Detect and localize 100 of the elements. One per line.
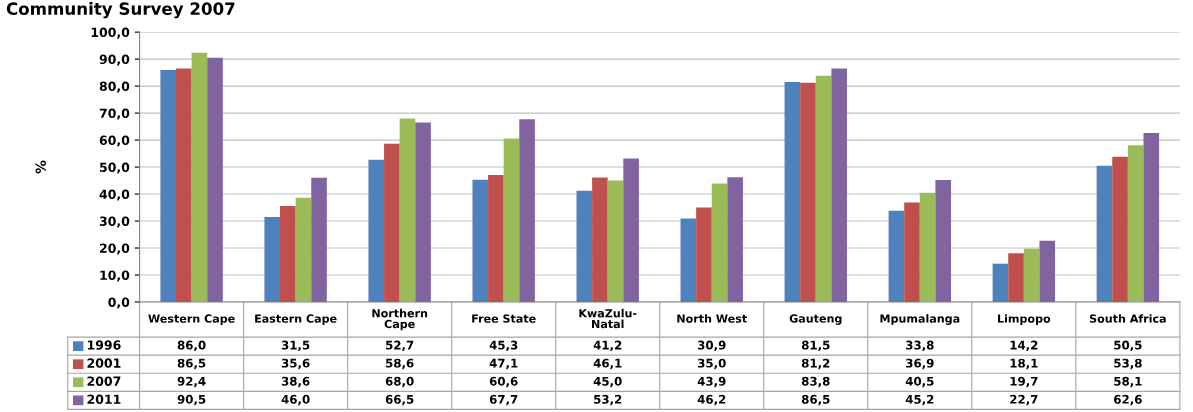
data-label: 45,2 [905, 394, 934, 406]
data-label: 38,6 [281, 376, 310, 388]
bar [696, 207, 712, 302]
data-label: 35,0 [697, 358, 726, 370]
data-label: 45,3 [489, 340, 518, 352]
bar [175, 68, 192, 302]
data-label: 22,7 [1010, 394, 1038, 406]
x-tick-label: North West [677, 314, 747, 323]
y-tick-label: 0,0 [108, 297, 130, 309]
bar [888, 210, 905, 302]
data-label: 81,2 [801, 358, 830, 370]
data-label: 30,9 [697, 340, 726, 352]
data-label: 35,6 [281, 358, 310, 370]
bar [919, 192, 936, 302]
data-label: 52,7 [386, 340, 414, 352]
data-label: 53,8 [1114, 358, 1142, 370]
bar [1127, 145, 1144, 302]
bar [207, 57, 223, 302]
data-label: 33,8 [906, 340, 934, 352]
chart-title: Community Survey 2007 [6, 2, 235, 19]
bar [592, 177, 608, 302]
data-label: 58,1 [1114, 376, 1142, 388]
data-label: 81,5 [801, 340, 830, 352]
data-label: 46,0 [281, 394, 310, 406]
data-label: 41,2 [593, 340, 622, 352]
bar [935, 180, 952, 302]
data-label: 14,2 [1010, 340, 1038, 352]
y-tick-label: 90,0 [99, 54, 130, 66]
y-tick-label: 50,0 [99, 162, 130, 174]
bar [311, 177, 327, 302]
bar [1143, 133, 1160, 302]
bar [415, 122, 431, 302]
data-label: 60,6 [489, 376, 518, 388]
y-axis-title: % [35, 160, 46, 174]
bar [1023, 248, 1040, 302]
bar [1039, 240, 1056, 302]
x-tick-label: Gauteng [789, 314, 842, 325]
bar [191, 52, 208, 302]
data-label: 31,5 [281, 340, 310, 352]
bar [904, 202, 920, 302]
data-label: 92,4 [177, 376, 206, 388]
y-tick-label: 100,0 [91, 27, 130, 39]
bar [472, 179, 489, 302]
data-label: 58,6 [386, 358, 414, 370]
x-tick-label: Western Cape [148, 314, 235, 325]
data-label: 45,0 [593, 376, 622, 388]
x-tick-label: Limpopo [998, 314, 1051, 325]
data-label: 19,7 [1010, 376, 1038, 388]
data-label: 50,5 [1114, 340, 1142, 352]
bar [295, 197, 312, 302]
data-label: 86,5 [801, 394, 830, 406]
bar [992, 263, 1009, 302]
bar [160, 69, 176, 302]
bar [623, 158, 639, 302]
y-tick-label: 70,0 [99, 108, 130, 120]
data-label: 53,2 [594, 394, 622, 406]
bar [368, 159, 385, 302]
bar [264, 216, 281, 302]
x-tick-label: KwaZulu-Natal [579, 308, 637, 329]
data-label: 62,6 [1114, 394, 1142, 406]
y-tick-label: 40,0 [99, 189, 130, 201]
data-label: 90,5 [177, 394, 206, 406]
bar [1008, 253, 1024, 302]
data-label: 86,5 [177, 358, 206, 370]
bar [784, 82, 801, 302]
legend-label: 2007 [87, 376, 121, 386]
bar [800, 82, 816, 302]
legend-label: 1996 [87, 340, 121, 350]
bar [399, 118, 416, 302]
data-label: 47,1 [489, 358, 518, 370]
bar [607, 180, 624, 302]
bar [576, 190, 593, 302]
bar [727, 177, 743, 302]
bar [815, 75, 832, 302]
x-tick-label: Free State [472, 314, 536, 323]
bar [488, 174, 504, 302]
bar [1096, 165, 1113, 302]
x-tick-label: South Africa [1089, 314, 1166, 323]
bar [519, 119, 535, 302]
data-label: 67,7 [489, 394, 518, 406]
y-tick-label: 20,0 [100, 243, 130, 255]
x-tick-label: Eastern Cape [255, 314, 337, 325]
bar [680, 218, 697, 302]
data-label: 36,9 [906, 358, 934, 370]
bar [711, 183, 728, 302]
data-label: 46,2 [697, 394, 726, 406]
data-label: 83,8 [801, 376, 830, 388]
legend-label: 2011 [87, 394, 121, 404]
x-tick-label: Northern Cape [372, 308, 428, 331]
data-label: 18,1 [1010, 358, 1038, 370]
data-label: 40,5 [905, 376, 934, 388]
y-tick-label: 60,0 [99, 135, 130, 147]
bar [503, 138, 520, 302]
y-tick-label: 80,0 [99, 81, 130, 93]
data-label: 46,1 [593, 358, 622, 370]
bar [384, 143, 400, 302]
bar [280, 205, 296, 302]
x-tick-label: Mpumalanga [880, 314, 960, 325]
bar [1112, 156, 1128, 302]
data-label: 86,0 [177, 340, 206, 352]
